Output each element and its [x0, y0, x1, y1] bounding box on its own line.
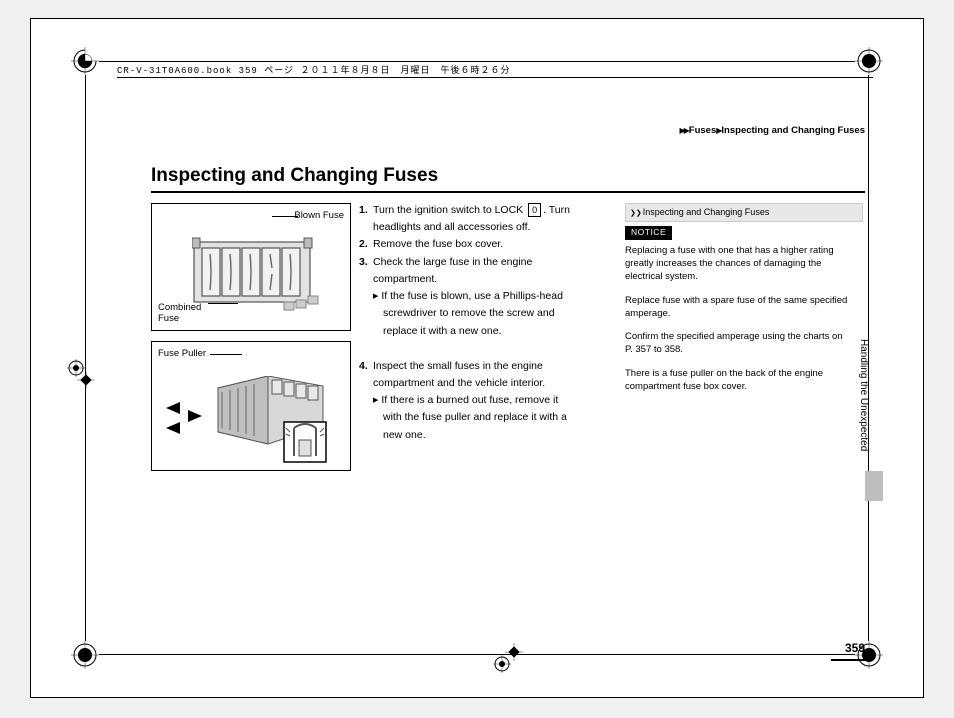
figure-label-blown-fuse: Blown Fuse	[294, 210, 344, 221]
breadcrumb-seg: Fuses	[689, 125, 716, 136]
crop-mark-icon	[71, 641, 99, 669]
notice-header: ❯❯Inspecting and Changing Fuses	[625, 203, 863, 222]
arrow-left-icon	[166, 402, 180, 414]
breadcrumb-seg: Inspecting and Changing Fuses	[721, 125, 865, 136]
fusebox-illustration	[192, 234, 322, 312]
double-chevron-icon: ❯❯	[630, 210, 642, 217]
section-tab-label: Handling the Unexpected	[858, 339, 869, 451]
instruction-steps: 1.Turn the ignition switch to LOCK 0. Tu…	[359, 203, 611, 445]
title-rule	[151, 191, 865, 193]
breadcrumb: ▶▶Fuses▶Inspecting and Changing Fuses	[679, 125, 865, 136]
figure-fusebox: Blown Fuse Combined Fuse	[151, 203, 351, 331]
header-rule	[117, 77, 873, 78]
notice-paragraph: There is a fuse puller on the back of th…	[625, 367, 863, 394]
figure-fuse-puller: Fuse Puller	[151, 341, 351, 471]
arrow-right-icon	[188, 410, 202, 422]
figure-label-fuse-puller: Fuse Puller	[158, 348, 206, 359]
file-meta-line: CR-V-31T0A600.book 359 ページ ２０１１年８月８日 月曜日…	[117, 63, 510, 76]
leader-line	[272, 216, 298, 217]
page-number-rule	[831, 659, 865, 661]
side-mark-diamond-icon	[505, 643, 523, 661]
page-number: 359	[845, 641, 865, 655]
arrow-left-icon	[166, 422, 180, 434]
notice-paragraph: Replace fuse with a spare fuse of the sa…	[625, 294, 863, 321]
side-mark-diamond-icon	[77, 371, 95, 389]
notice-tag: NOTICE	[625, 226, 672, 240]
ignition-lock-position-icon: 0	[528, 203, 541, 217]
crop-mark-icon	[71, 47, 99, 75]
chevron-right-icon: ▶▶	[679, 126, 687, 135]
crop-rule	[85, 75, 86, 641]
chevron-right-icon: ▶	[716, 126, 720, 135]
crop-rule	[99, 61, 855, 62]
leader-line	[210, 354, 242, 355]
crop-rule	[99, 654, 855, 655]
fuse-puller-illustration	[208, 376, 328, 454]
page-title: Inspecting and Changing Fuses	[151, 165, 438, 187]
crop-mark-icon	[855, 47, 883, 75]
notice-paragraph: Replacing a fuse with one that has a hig…	[625, 244, 863, 284]
notice-sidebar: ❯❯Inspecting and Changing Fuses NOTICE R…	[625, 203, 863, 403]
notice-paragraph: Confirm the specified amperage using the…	[625, 330, 863, 357]
section-tab-block	[865, 471, 883, 501]
manual-page: CR-V-31T0A600.book 359 ページ ２０１１年８月８日 月曜日…	[30, 18, 924, 698]
